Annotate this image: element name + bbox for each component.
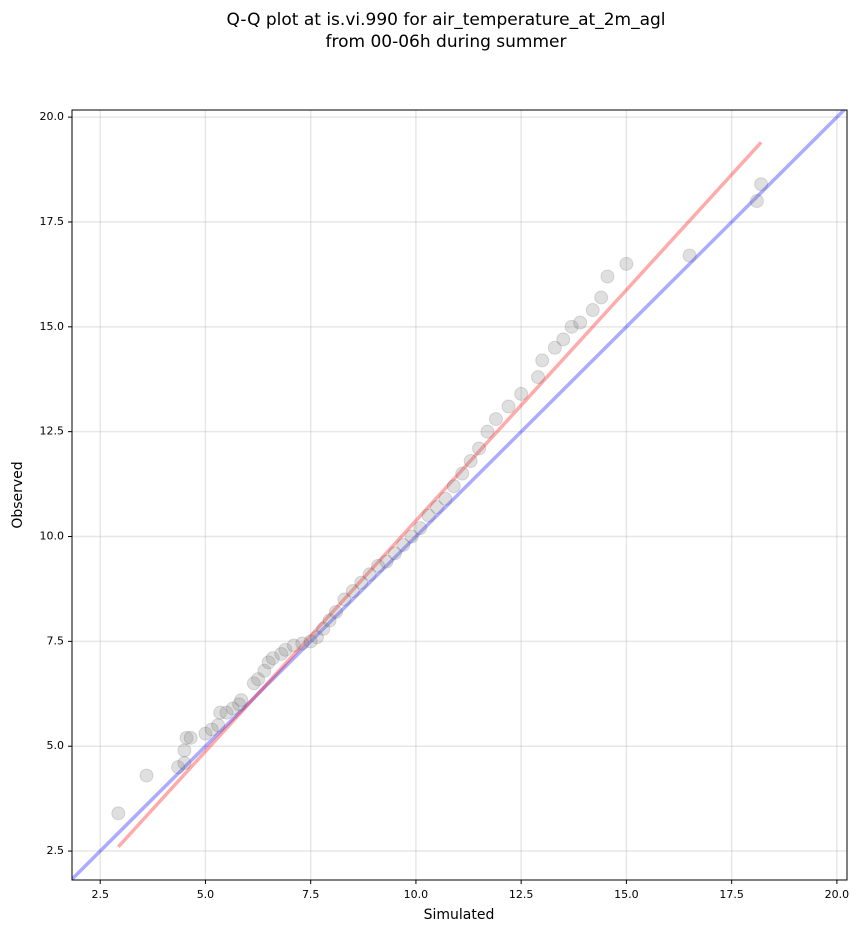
point bbox=[396, 537, 411, 552]
point bbox=[556, 332, 571, 347]
x-tick-label: 20.0 bbox=[825, 888, 850, 901]
plot-frame bbox=[71, 109, 848, 881]
point bbox=[179, 730, 194, 745]
point bbox=[682, 248, 697, 263]
point bbox=[379, 554, 394, 569]
x-tick-label: 2.5 bbox=[91, 888, 109, 901]
point bbox=[219, 705, 234, 720]
point bbox=[204, 722, 219, 737]
point bbox=[234, 693, 249, 708]
point bbox=[213, 705, 228, 720]
point bbox=[404, 529, 419, 544]
point bbox=[274, 646, 289, 661]
y-tick-label: 12.5 bbox=[40, 425, 65, 438]
point bbox=[286, 638, 301, 653]
x-axis-label: Simulated bbox=[424, 907, 495, 923]
point bbox=[225, 701, 240, 716]
point bbox=[139, 768, 154, 783]
point bbox=[387, 546, 402, 561]
point bbox=[463, 454, 478, 469]
point bbox=[337, 592, 352, 607]
point bbox=[429, 500, 444, 515]
y-tick-label: 15.0 bbox=[40, 320, 65, 333]
x-tick-label: 10.0 bbox=[404, 888, 429, 901]
point bbox=[480, 424, 495, 439]
point bbox=[246, 676, 261, 691]
point bbox=[177, 743, 192, 758]
point bbox=[198, 726, 213, 741]
point bbox=[328, 605, 343, 620]
point bbox=[564, 319, 579, 334]
point bbox=[421, 508, 436, 523]
ticks: 2.5 5.0 7.5 10.0 12.5 15.0 17.5 20.0 2.5 5.0 7.5 10… bbox=[40, 110, 850, 901]
x-tick-label: 15.0 bbox=[614, 888, 639, 901]
point bbox=[278, 642, 293, 657]
point bbox=[531, 370, 546, 385]
chart-title: Q-Q plot at is.vi.990 for air_temperatur… bbox=[226, 10, 665, 30]
point bbox=[455, 466, 470, 481]
point bbox=[316, 621, 331, 636]
y-tick-label: 5.0 bbox=[47, 739, 65, 752]
point bbox=[446, 479, 461, 494]
point bbox=[345, 584, 360, 599]
point bbox=[177, 755, 192, 770]
point bbox=[111, 806, 126, 821]
point bbox=[171, 760, 186, 775]
point bbox=[295, 636, 310, 651]
point bbox=[183, 730, 198, 745]
point bbox=[265, 651, 280, 666]
point bbox=[362, 567, 377, 582]
point bbox=[619, 256, 634, 271]
reference-line bbox=[72, 110, 847, 880]
y-tick-label: 2.5 bbox=[47, 844, 65, 857]
point bbox=[322, 613, 337, 628]
x-tick-label: 5.0 bbox=[197, 888, 215, 901]
point bbox=[514, 386, 529, 401]
point bbox=[600, 269, 615, 284]
point bbox=[472, 441, 487, 456]
point bbox=[754, 177, 769, 192]
point bbox=[257, 663, 272, 678]
point bbox=[585, 303, 600, 318]
point bbox=[303, 634, 318, 649]
chart-title: from 00-06h during summer bbox=[326, 32, 567, 52]
y-tick-label: 10.0 bbox=[40, 530, 65, 543]
points bbox=[111, 177, 769, 821]
point bbox=[371, 558, 386, 573]
point bbox=[594, 290, 609, 305]
point bbox=[501, 399, 516, 414]
point bbox=[573, 315, 588, 330]
x-tick-label: 7.5 bbox=[302, 888, 320, 901]
point bbox=[310, 630, 325, 645]
point bbox=[488, 412, 503, 427]
x-tick-label: 17.5 bbox=[719, 888, 744, 901]
point bbox=[251, 672, 266, 687]
point bbox=[535, 353, 550, 368]
reference-lines bbox=[72, 110, 847, 880]
point bbox=[261, 655, 276, 670]
reference-line bbox=[117, 141, 763, 849]
grid bbox=[72, 110, 847, 880]
y-tick-label: 20.0 bbox=[40, 110, 65, 123]
point bbox=[749, 194, 764, 209]
point bbox=[438, 491, 453, 506]
y-axis-label: Observed bbox=[10, 461, 26, 528]
point bbox=[354, 575, 369, 590]
point bbox=[232, 697, 247, 712]
point bbox=[547, 340, 562, 355]
y-tick-label: 17.5 bbox=[40, 215, 65, 228]
y-tick-label: 7.5 bbox=[47, 634, 65, 647]
point bbox=[413, 521, 428, 536]
point bbox=[211, 718, 226, 733]
x-tick-label: 12.5 bbox=[509, 888, 534, 901]
